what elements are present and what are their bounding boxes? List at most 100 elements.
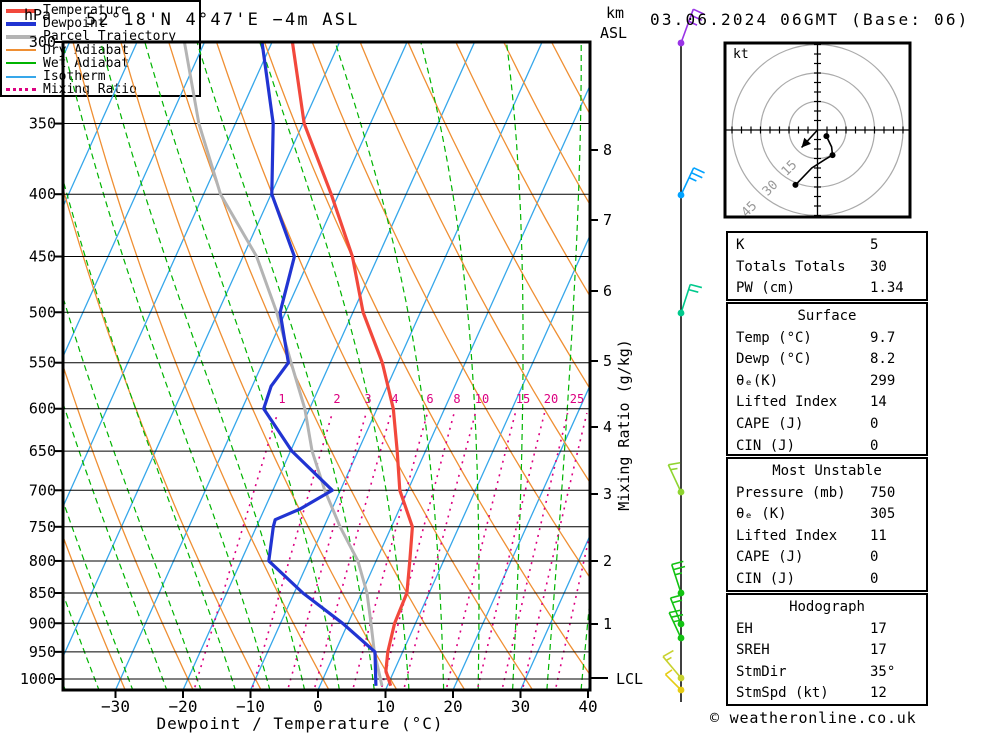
wet-adiabat-line — [64, 47, 271, 689]
pressure-tick-label: 500 — [29, 303, 56, 321]
pressure-tick-label: 600 — [29, 400, 56, 418]
wet-adiabat-line — [506, 43, 524, 689]
table-row-value: 12 — [870, 685, 887, 702]
wet-adiabat-line — [64, 300, 202, 689]
table-row-value: 30 — [870, 258, 887, 275]
table-row-value: 0 — [870, 415, 879, 432]
mixing-ratio-label: 15 — [516, 392, 530, 406]
table-title: Hodograph — [789, 599, 865, 615]
hodograph-border — [723, 41, 912, 219]
pressure-tick-label: 850 — [29, 584, 56, 602]
mixing-ratio-label: 4 — [391, 392, 398, 406]
legend-line-sample — [6, 49, 36, 52]
table-row: Totals Totals 30 — [728, 257, 926, 279]
pressure-tick-label: 800 — [29, 552, 56, 570]
legend-item: Parcel Trajectory — [6, 30, 199, 43]
storm-motion-arrowhead — [801, 137, 811, 148]
wind-barb — [677, 167, 705, 199]
km-tick-label: 6 — [603, 282, 612, 300]
table-row: StmSpd (kt) 12 — [728, 683, 926, 705]
table-row: CIN (J) 0 — [728, 436, 926, 458]
isotherm-line — [182, 43, 475, 689]
legend-line-sample — [6, 34, 36, 39]
km-tick-label: 5 — [603, 352, 612, 370]
temperature-tick-label: 20 — [443, 697, 462, 716]
table-row: Lifted Index 14 — [728, 392, 926, 414]
isotherm-line — [64, 43, 205, 355]
pressure-tick-label: 350 — [29, 115, 56, 133]
table-row: Pressure (mb) 750 — [728, 483, 926, 505]
wet-adiabat-line — [64, 596, 100, 689]
surface-table: Surface Temp (°C) 9.7 Dewp (°C) 8.2 θₑ(K) 299 L… — [726, 302, 928, 456]
mixing-ratio-label: 8 — [453, 392, 460, 406]
temperature-tick-label: 10 — [376, 697, 395, 716]
wet-adiabat-line — [144, 43, 340, 689]
table-row-label: θₑ(K) — [736, 372, 779, 389]
dry-adiabat-line — [72, 43, 329, 689]
dry-adiabat-line — [64, 538, 126, 689]
isotherm-line — [452, 387, 589, 689]
plot-border — [61, 40, 592, 692]
table-row-label: SREH — [736, 642, 770, 659]
table-row-label: PW (cm) — [736, 280, 796, 297]
mixing-ratio-label: 25 — [570, 392, 584, 406]
dry-adiabat-line — [64, 191, 262, 689]
wet-adiabat-line — [259, 43, 410, 689]
mixing-ratio-line — [476, 412, 546, 689]
wet-adiabat-line — [546, 43, 582, 689]
table-row-label: StmSpd (kt) — [736, 685, 829, 702]
table-row: θₑ(K) 299 — [728, 371, 926, 393]
temperature-tick-label: −20 — [169, 697, 198, 716]
hodograph-trace — [794, 135, 834, 186]
wind-barb — [664, 669, 685, 694]
table-row-label: Dewp (°C) — [736, 351, 812, 368]
table-title: Surface — [797, 308, 857, 324]
table-row-label: K — [736, 237, 745, 253]
mixing-ratio-line — [403, 412, 477, 689]
wet-adiabat-line — [64, 405, 167, 689]
pressure-tick-label: 550 — [29, 354, 56, 372]
isotherm-line — [385, 237, 589, 689]
mixing-ratio-label: 6 — [426, 392, 433, 406]
table-row-value: 0 — [870, 549, 879, 566]
legend-line-sample — [6, 62, 36, 65]
pressure-tick-label: 900 — [29, 614, 56, 632]
km-tick-label: 7 — [603, 211, 612, 229]
km-tick-label: 1 — [603, 615, 612, 633]
most-unstable-table: Most Unstable Pressure (mb) 750 θₑ (K) 305 Li… — [726, 457, 928, 592]
table-row-value: 17 — [870, 620, 887, 637]
table-row-value: 5 — [870, 237, 879, 253]
dry-adiabat-line — [264, 43, 589, 674]
table-row-label: Pressure (mb) — [736, 484, 846, 501]
isotherm-line — [115, 43, 408, 689]
table-row-label: CAPE (J) — [736, 415, 804, 432]
temperature-axis-title: Dewpoint / Temperature (°C) — [156, 714, 444, 733]
hodograph-table: Hodograph EH 17 SREH 17 StmDir 35° StmSpd (kt) 1… — [726, 593, 928, 706]
isotherm-line — [64, 43, 138, 205]
temperature-curve — [291, 43, 414, 687]
legend-item-label: Temperature — [43, 3, 130, 19]
legend-item: Temperature — [6, 4, 199, 17]
table-row-value: 750 — [870, 484, 896, 501]
temperature-tick-label: 30 — [511, 697, 530, 716]
mixing-ratio-label: 3 — [364, 392, 371, 406]
temperature-tick-label: 0 — [313, 697, 323, 716]
wind-barb — [677, 8, 705, 47]
table-row-label: CAPE (J) — [736, 549, 804, 566]
pressure-tick-label: 300 — [29, 33, 56, 51]
legend-item-label: Parcel Trajectory — [43, 29, 177, 45]
legend-box: Temperature Dewpoint Parcel Trajectory Dry … — [0, 0, 201, 97]
table-row-label: Totals Totals — [736, 258, 846, 275]
dry-adiabat-line — [407, 43, 589, 388]
isotherm-line — [64, 43, 340, 655]
table-row: StmDir 35° — [728, 662, 926, 684]
legend-line-sample — [6, 21, 36, 26]
dry-adiabat-line — [360, 43, 589, 482]
legend-item-label: Isotherm — [43, 69, 106, 85]
isotherm-line — [520, 537, 589, 689]
temperature-tick-label: −10 — [236, 697, 265, 716]
table-row: Dewp (°C) 8.2 — [728, 349, 926, 371]
table-row-value: 14 — [870, 394, 887, 411]
